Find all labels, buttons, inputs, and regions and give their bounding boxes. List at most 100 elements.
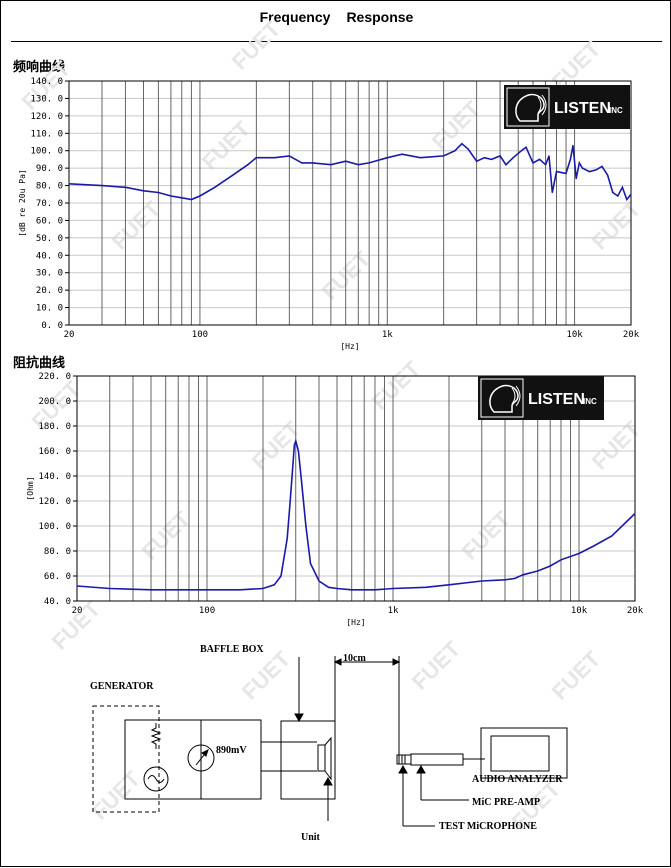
x-tick-label: 20 <box>64 330 75 340</box>
y-tick-label: 80. 0 <box>44 547 71 557</box>
data-point <box>336 587 338 590</box>
test-setup-diagram <box>92 656 568 827</box>
data-point <box>611 535 613 537</box>
x-tick-label: 1k <box>382 330 393 340</box>
data-point <box>206 589 208 591</box>
y-tick-label: 70. 0 <box>36 199 63 209</box>
data-point <box>606 174 609 176</box>
ac-source-symbol <box>143 766 169 792</box>
watermark-text: FUET <box>137 506 196 565</box>
watermark-text: FUET <box>317 246 376 305</box>
data-point <box>505 164 507 166</box>
data-point <box>150 589 152 591</box>
data-point <box>305 525 307 527</box>
y-tick-label: 100. 0 <box>30 147 63 157</box>
generator-box <box>92 705 160 813</box>
data-point <box>467 148 469 150</box>
x-axis-label: [Hz] <box>340 342 359 351</box>
data-point <box>286 537 288 540</box>
data-point <box>374 589 376 591</box>
title-word-response: Response <box>346 9 414 25</box>
x-tick-label: 10k <box>571 606 588 616</box>
data-point <box>392 587 394 590</box>
plot-frame <box>68 80 632 326</box>
data-point <box>214 186 216 188</box>
data-point <box>280 575 282 577</box>
voltage-label: 890mV <box>216 745 247 756</box>
y-tick-label: 130. 0 <box>30 94 63 104</box>
diagram-labels: BAFFLE BOX 10cm GENERATOR 890mV Unit AUD… <box>90 644 563 843</box>
data-point <box>170 195 172 197</box>
data-point <box>593 545 595 547</box>
unit-label: Unit <box>301 832 321 843</box>
data-point <box>448 584 450 586</box>
sound-wave-icon <box>511 385 521 407</box>
data-point <box>181 197 183 199</box>
audio-analyzer-box <box>480 727 568 779</box>
plot-frame <box>76 375 636 602</box>
x-tick-label: 20k <box>623 330 640 340</box>
data-point <box>301 162 303 164</box>
data-point <box>76 585 78 587</box>
x-axis-label: [Hz] <box>346 618 365 627</box>
data-point <box>297 450 300 452</box>
watermark-text: FUET <box>227 16 286 75</box>
unit-arrow-head <box>323 776 333 786</box>
y-tick-label: 0. 0 <box>41 321 63 331</box>
data-point <box>142 190 145 192</box>
data-point <box>626 198 628 201</box>
page-title: Frequency Response <box>1 9 671 25</box>
data-point <box>289 500 291 502</box>
voltmeter-icon <box>187 744 215 772</box>
data-point <box>572 144 574 147</box>
data-point <box>454 150 456 152</box>
data-point <box>555 171 558 173</box>
x-tick-label: 10k <box>566 330 583 340</box>
data-point <box>232 174 234 176</box>
data-point <box>351 589 353 591</box>
watermark-text: FUET <box>107 196 166 255</box>
baffle-arrow-head <box>294 713 304 723</box>
data-point <box>483 157 486 159</box>
generator-inner-box <box>124 719 262 800</box>
y-tick-label: 120. 0 <box>38 497 71 507</box>
data-point <box>124 186 126 188</box>
y-tick-label: 40. 0 <box>44 597 71 607</box>
data-point <box>476 160 478 162</box>
watermark-text: FUET <box>367 356 426 415</box>
data-point <box>578 552 580 555</box>
x-tick-label: 20 <box>72 606 83 616</box>
data-point <box>513 577 516 580</box>
data-point <box>621 186 624 188</box>
data-point <box>425 586 427 588</box>
y-tick-label: 90. 0 <box>36 164 63 174</box>
data-point <box>520 150 523 152</box>
data-point <box>522 574 524 576</box>
watermark-text: FUET <box>407 636 466 695</box>
data-point <box>262 587 264 590</box>
y-tick-label: 40. 0 <box>36 251 63 261</box>
mic-body <box>410 753 464 766</box>
y-tick-label: 200. 0 <box>38 397 71 407</box>
data-point <box>68 183 70 185</box>
test-microphone-label: TEST MiCROPHONE <box>439 821 537 832</box>
data-point <box>601 165 603 167</box>
y-tick-label: 180. 0 <box>38 422 71 432</box>
data-point <box>588 171 591 173</box>
data-point <box>551 191 553 194</box>
series-line <box>76 438 636 591</box>
data-point <box>357 164 359 166</box>
data-point <box>537 570 539 572</box>
data-point <box>401 153 403 155</box>
data-point <box>575 178 577 180</box>
watermark-text: FUET <box>457 506 516 565</box>
data-point <box>512 157 514 159</box>
y-tick-label: 120. 0 <box>30 112 63 122</box>
x-tick-label: 100 <box>192 330 208 340</box>
y-tick-label: 110. 0 <box>30 129 63 139</box>
data-point <box>293 444 295 446</box>
